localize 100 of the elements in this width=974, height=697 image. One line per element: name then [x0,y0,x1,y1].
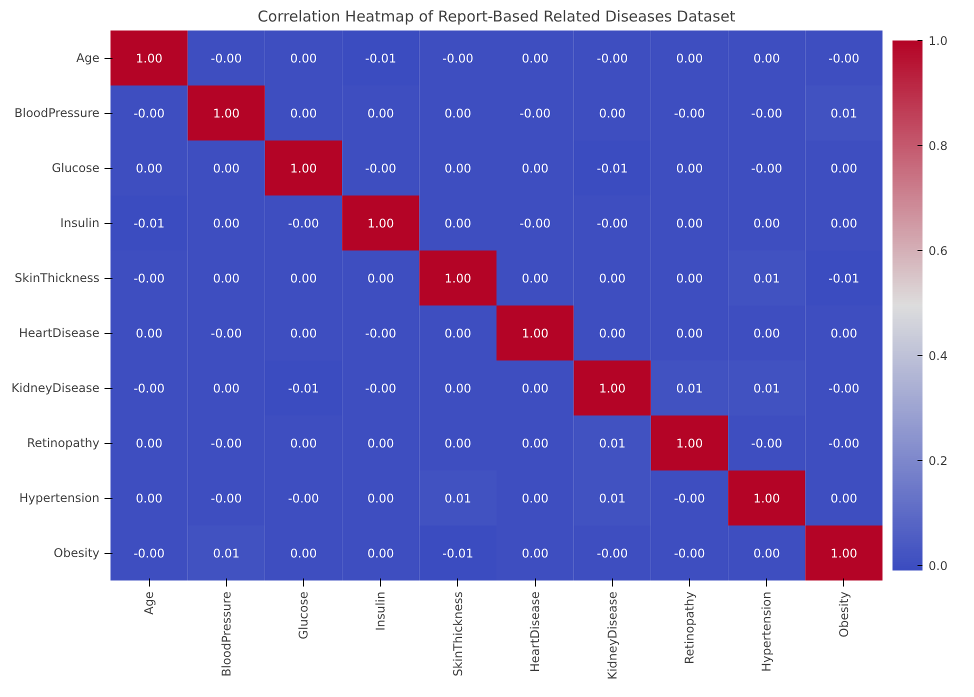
x-tick-label: HeartDisease [528,591,542,672]
data-label: 0.01 [753,382,780,396]
data-label: 0.00 [444,382,472,396]
data-label: -0.01 [828,272,860,286]
data-label: -0.00 [828,52,860,66]
data-label: 0.01 [212,546,240,560]
data-label: -0.00 [210,436,242,450]
data-label: 1.00 [522,326,548,340]
data-label: 0.00 [290,106,317,120]
y-tick-label: BloodPressure [14,106,100,120]
data-label: -0.01 [442,546,474,560]
data-label: 0.00 [444,436,472,450]
data-label: 0.00 [290,52,317,66]
data-label: -0.00 [365,382,396,396]
data-label: 0.00 [444,106,472,120]
data-label: 0.00 [522,546,548,560]
data-label: -0.00 [674,492,706,506]
x-tick-label: SkinThickness [450,591,465,676]
data-label: 1.00 [830,546,858,560]
data-label: -0.00 [596,52,628,66]
data-label: 1.00 [598,382,626,396]
data-label: 0.01 [598,436,626,450]
data-label: 1.00 [367,216,394,230]
data-label: 0.00 [598,106,626,120]
x-tick-label: Glucose [296,592,310,640]
data-label: 0.00 [367,546,394,560]
y-tick-label: Hypertension [19,491,100,505]
data-label: -0.00 [674,546,706,560]
data-label: 0.00 [598,272,626,286]
x-tick-label: Hypertension [760,591,774,672]
data-label: 0.00 [290,546,317,560]
data-label: 0.00 [522,492,548,506]
data-label: -0.00 [828,436,860,450]
data-label: -0.00 [134,272,165,286]
color-bar-label: 0.0 [928,558,948,573]
data-label: 0.00 [367,436,394,450]
data-label: 0.00 [830,326,858,340]
y-tick-label: HeartDisease [18,326,100,340]
x-tick-label: BloodPressure [219,592,234,677]
data-label: 0.00 [676,326,703,340]
color-bar-label: 1.0 [928,34,948,48]
y-tick-label: Glucose [52,161,100,175]
data-label: 1.00 [290,162,317,176]
color-bar-label: 0.2 [928,454,948,468]
data-label: 0.00 [522,52,548,66]
data-label: -0.00 [520,216,551,230]
data-label: -0.01 [596,162,628,176]
x-tick-label: Insulin [374,591,388,631]
data-label: 0.00 [136,162,162,176]
data-label: -0.00 [134,106,165,120]
data-label: 0.00 [444,216,472,230]
x-tick-label: Obesity [836,591,851,638]
y-tick-label: SkinThickness [14,271,100,285]
data-label: -0.01 [134,216,165,230]
data-label: -0.01 [365,52,396,66]
data-label: 1.00 [444,272,472,286]
data-label: -0.00 [596,546,628,560]
data-label: 0.00 [830,216,858,230]
data-label: 0.00 [136,326,162,340]
data-label: 0.00 [212,382,240,396]
data-label: 0.00 [290,272,317,286]
y-tick-label: Insulin [60,216,100,230]
data-label: 0.00 [212,162,240,176]
x-tick-label: KidneyDisease [605,592,620,680]
y-tick-label: KidneyDisease [11,381,100,395]
data-label: 0.00 [290,436,317,450]
data-label: 1.00 [212,106,240,120]
data-label: -0.00 [520,106,551,120]
data-label: 0.00 [598,326,626,340]
data-label: -0.00 [751,436,782,450]
data-label: -0.00 [365,162,396,176]
data-label: -0.00 [442,52,474,66]
data-label: 0.00 [522,436,548,450]
data-label: -0.00 [751,106,782,120]
data-label: -0.00 [134,546,165,560]
data-label: -0.00 [210,492,242,506]
data-label: -0.00 [751,162,782,176]
y-tick-label: Age [76,51,100,65]
data-label: -0.00 [134,382,165,396]
data-label: -0.00 [288,216,320,230]
data-label: 0.00 [444,326,472,340]
data-label: 0.00 [212,272,240,286]
data-label: 0.00 [676,52,703,66]
data-label: -0.00 [210,52,242,66]
data-label: 0.00 [676,272,703,286]
data-label: 0.00 [753,326,780,340]
data-label: 0.00 [136,492,162,506]
x-tick-label: Age [142,591,156,615]
data-label: 0.01 [753,272,780,286]
data-label: 0.00 [676,162,703,176]
data-label: -0.00 [365,326,396,340]
data-label: 0.00 [444,162,472,176]
data-label: 0.00 [676,216,703,230]
data-label: 0.00 [522,382,548,396]
color-bar-label: 0.8 [928,138,948,153]
data-label: 0.01 [830,106,858,120]
data-label: 0.00 [367,272,394,286]
data-label: 0.00 [830,162,858,176]
data-label: 1.00 [676,436,703,450]
data-label: -0.00 [288,492,320,506]
